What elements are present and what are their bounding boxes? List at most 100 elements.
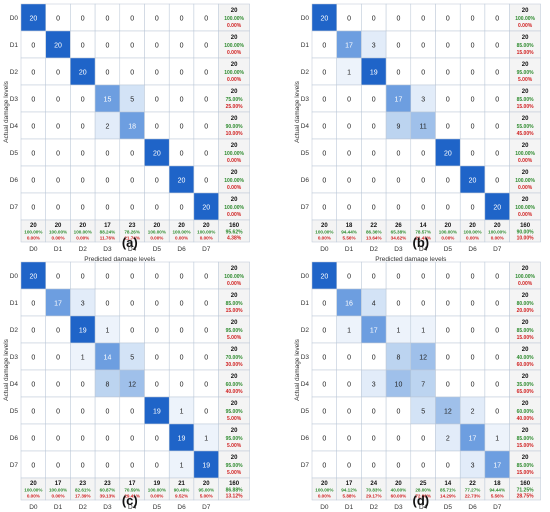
matrix-cell bbox=[361, 342, 387, 371]
cell-value: 0 bbox=[396, 409, 400, 416]
row-summary-error: 5.00% bbox=[227, 335, 242, 341]
col-summary-error: 0.00% bbox=[27, 494, 40, 499]
row-summary-count: 20 bbox=[231, 428, 238, 434]
col-summary-correct: 100.00% bbox=[488, 230, 506, 235]
cell-value: 0 bbox=[204, 43, 208, 50]
row-summary-cell bbox=[218, 342, 250, 371]
row-summary-cell bbox=[218, 192, 250, 221]
col-summary-count: 26 bbox=[395, 223, 402, 229]
row-summary-error: 20.00% bbox=[517, 308, 535, 314]
col-summary-count: 22 bbox=[469, 481, 476, 487]
matrix-cell bbox=[336, 450, 362, 479]
chart-panel: 20 0 0 0 0 0 0 00 20 0 0 0 0 0 00 0 20 0 0 0 0 00 0 0 15 5 0 0 00 0 0 2… bbox=[3, 3, 250, 263]
col-summary-correct: 82.61% bbox=[75, 488, 91, 493]
matrix-cell bbox=[385, 423, 412, 452]
matrix-cell bbox=[94, 369, 121, 398]
cell-value: 0 bbox=[180, 205, 184, 212]
cell-value: 19 bbox=[153, 409, 161, 416]
x-tick-label: D3 bbox=[103, 504, 112, 511]
matrix-cell bbox=[385, 3, 412, 32]
row-summary-cell bbox=[509, 288, 541, 317]
cell-value: 16 bbox=[345, 301, 353, 308]
cell-value: 0 bbox=[446, 124, 450, 131]
cell-value: 0 bbox=[347, 205, 351, 212]
row-summary-cell bbox=[218, 288, 250, 317]
cell-value: 0 bbox=[471, 70, 475, 77]
x-tick-label: D2 bbox=[370, 504, 379, 511]
cell-value: 0 bbox=[56, 355, 60, 362]
total-cell bbox=[509, 219, 541, 243]
row-summary-error: 10.00% bbox=[226, 131, 244, 137]
cell-value: 1 bbox=[204, 436, 208, 443]
cell-value: 0 bbox=[56, 16, 60, 23]
matrix-cell bbox=[94, 342, 121, 371]
matrix-cell bbox=[435, 315, 461, 344]
matrix-cell bbox=[410, 30, 436, 59]
cell-value: 0 bbox=[31, 70, 35, 77]
cell-value: 3 bbox=[372, 43, 376, 50]
cell-value: 0 bbox=[180, 70, 184, 77]
cell-value: 0 bbox=[56, 205, 60, 212]
matrix-cell bbox=[94, 261, 121, 290]
x-tick-label: D6 bbox=[468, 246, 477, 253]
row-summary-error: 40.00% bbox=[517, 416, 535, 422]
matrix-cell bbox=[119, 111, 145, 140]
col-summary-count: 23 bbox=[104, 481, 111, 487]
col-summary-error: 0.00% bbox=[175, 236, 188, 241]
matrix-cell bbox=[311, 369, 337, 398]
cell-value: 0 bbox=[372, 409, 376, 416]
row-summary-correct: 100.00% bbox=[224, 70, 244, 76]
row-summary-error: 0.00% bbox=[518, 212, 533, 218]
cell-value: 17 bbox=[54, 301, 62, 308]
col-summary-error: 0.00% bbox=[150, 236, 163, 241]
total-error: 13.12% bbox=[226, 494, 244, 500]
row-summary-cell bbox=[218, 315, 250, 344]
cell-value: 0 bbox=[155, 16, 159, 23]
cell-value: 0 bbox=[471, 16, 475, 23]
cell-value: 0 bbox=[81, 409, 85, 416]
matrix-cell bbox=[168, 138, 195, 167]
row-summary-cell bbox=[509, 192, 541, 221]
row-summary-correct: 95.00% bbox=[226, 328, 244, 334]
row-summary-count: 20 bbox=[231, 266, 238, 272]
row-summary-correct: 95.00% bbox=[517, 70, 535, 76]
cell-value: 2 bbox=[105, 124, 109, 131]
cell-value: 0 bbox=[180, 43, 184, 50]
y-axis-label: Actual damage levels bbox=[3, 338, 10, 401]
cell-value: 20 bbox=[29, 274, 37, 281]
row-summary-correct: 85.00% bbox=[517, 436, 535, 442]
cell-value: 1 bbox=[396, 328, 400, 335]
row-summary-count: 20 bbox=[231, 320, 238, 326]
matrix-cell bbox=[193, 192, 219, 221]
cell-value: 0 bbox=[130, 16, 134, 23]
matrix-cell bbox=[484, 84, 510, 113]
col-summary-error: 21.43% bbox=[415, 236, 431, 241]
y-tick-label: D0 bbox=[301, 15, 310, 22]
row-summary-count: 20 bbox=[522, 143, 529, 149]
cell-value: 0 bbox=[130, 409, 134, 416]
cell-value: 0 bbox=[155, 463, 159, 470]
cell-value: 0 bbox=[180, 274, 184, 281]
cell-value: 0 bbox=[347, 355, 351, 362]
col-summary-error: 0.00% bbox=[441, 236, 454, 241]
cell-value: 0 bbox=[347, 178, 351, 185]
cell-value: 19 bbox=[79, 328, 87, 335]
matrix-cell bbox=[336, 315, 362, 344]
x-tick-label: D6 bbox=[177, 246, 186, 253]
matrix-cell bbox=[193, 288, 219, 317]
total-accuracy: 90.00% bbox=[517, 230, 535, 236]
row-summary-cell bbox=[509, 369, 541, 398]
cell-value: 0 bbox=[180, 151, 184, 158]
matrix-cell bbox=[459, 138, 486, 167]
cell-value: 0 bbox=[81, 382, 85, 389]
cell-value: 0 bbox=[347, 97, 351, 104]
y-tick-label: D6 bbox=[301, 177, 310, 184]
row-summary-count: 20 bbox=[231, 143, 238, 149]
matrix-cell bbox=[193, 261, 219, 290]
cell-value: 0 bbox=[495, 301, 499, 308]
row-summary-error: 0.00% bbox=[227, 23, 242, 29]
row-summary-count: 20 bbox=[231, 197, 238, 203]
cell-value: 0 bbox=[105, 205, 109, 212]
x-tick-label: D0 bbox=[320, 504, 329, 511]
cell-value: 0 bbox=[105, 463, 109, 470]
